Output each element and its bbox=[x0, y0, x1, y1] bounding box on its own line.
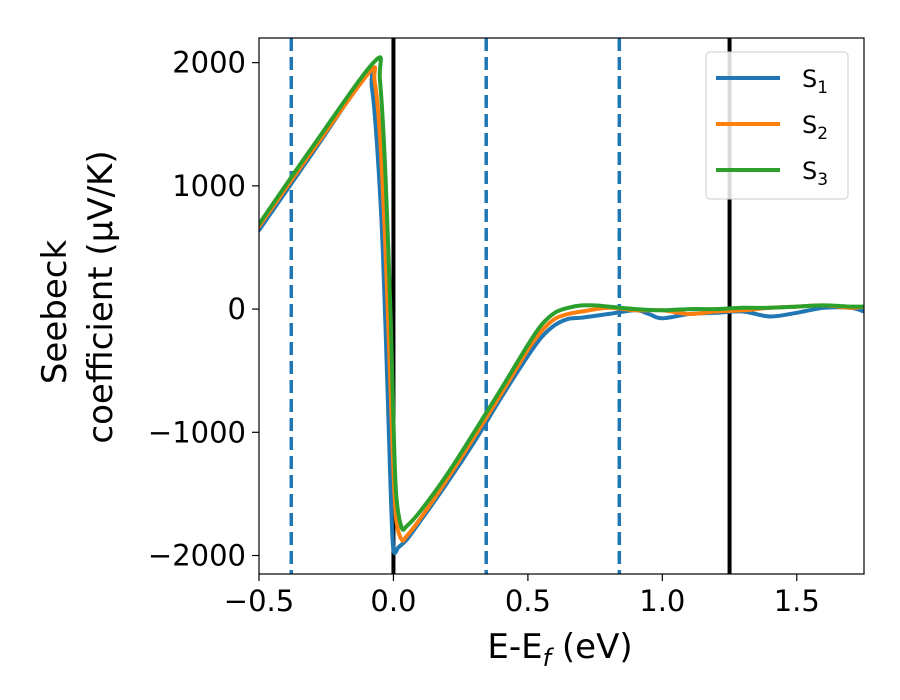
y-axis-label-line2: coefficient (μV/K) bbox=[81, 150, 121, 443]
legend-entry-s3: S3 bbox=[716, 157, 828, 190]
plot-frame bbox=[258, 37, 865, 575]
x-axis-label: E-Ef (eV) bbox=[487, 627, 632, 672]
x-tick-label: 0.5 bbox=[505, 584, 551, 618]
vertical-reference-lines bbox=[289, 38, 732, 574]
y-tick-label: −2000 bbox=[148, 539, 246, 573]
x-tick-label: 1.0 bbox=[639, 584, 685, 618]
y-tick-label: 0 bbox=[228, 292, 246, 326]
x-axis-ticks: −0.5 0.0 0.5 1.0 1.5 bbox=[224, 574, 820, 618]
legend-entry-s1: S1 bbox=[716, 65, 828, 98]
y-tick-label: 1000 bbox=[172, 169, 246, 203]
y-tick-label: −1000 bbox=[148, 415, 246, 449]
x-tick-label: −0.5 bbox=[224, 584, 294, 618]
legend: S1 S2 S3 bbox=[705, 51, 849, 200]
series-line-s2 bbox=[259, 65, 864, 543]
y-axis-label-line1: Seebeck bbox=[35, 240, 75, 385]
y-tick-label: 2000 bbox=[172, 46, 246, 80]
y-axis-ticks: 2000 1000 0 −1000 −2000 bbox=[148, 46, 259, 573]
series-layer bbox=[259, 55, 864, 555]
legend-label-s2: S2 bbox=[802, 111, 828, 144]
legend-entry-s2: S2 bbox=[716, 111, 828, 144]
x-tick-label: 1.5 bbox=[774, 584, 820, 618]
legend-label-s1: S1 bbox=[802, 65, 828, 98]
series-line-s3 bbox=[259, 55, 864, 532]
x-tick-label: 0.0 bbox=[370, 584, 416, 618]
legend-label-s3: S3 bbox=[802, 157, 828, 190]
